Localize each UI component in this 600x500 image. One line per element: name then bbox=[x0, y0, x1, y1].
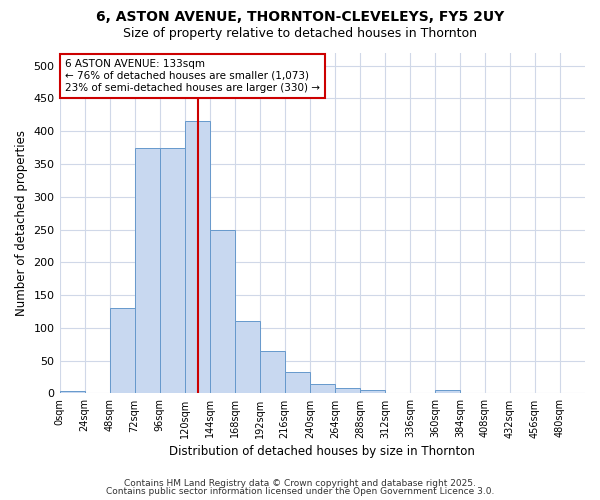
Bar bbox=[110, 308, 134, 394]
Bar bbox=[285, 372, 310, 394]
Y-axis label: Number of detached properties: Number of detached properties bbox=[15, 130, 28, 316]
Bar bbox=[360, 390, 385, 394]
Bar bbox=[134, 148, 160, 394]
Bar bbox=[385, 393, 410, 394]
Bar bbox=[310, 384, 335, 394]
Bar bbox=[335, 388, 360, 394]
Bar bbox=[235, 322, 260, 394]
X-axis label: Distribution of detached houses by size in Thornton: Distribution of detached houses by size … bbox=[169, 444, 475, 458]
Text: Contains HM Land Registry data © Crown copyright and database right 2025.: Contains HM Land Registry data © Crown c… bbox=[124, 478, 476, 488]
Text: Size of property relative to detached houses in Thornton: Size of property relative to detached ho… bbox=[123, 28, 477, 40]
Bar bbox=[160, 148, 185, 394]
Text: Contains public sector information licensed under the Open Government Licence 3.: Contains public sector information licen… bbox=[106, 487, 494, 496]
Text: 6 ASTON AVENUE: 133sqm
← 76% of detached houses are smaller (1,073)
23% of semi-: 6 ASTON AVENUE: 133sqm ← 76% of detached… bbox=[65, 60, 320, 92]
Bar bbox=[260, 351, 285, 394]
Bar bbox=[185, 122, 209, 394]
Bar bbox=[435, 390, 460, 394]
Text: 6, ASTON AVENUE, THORNTON-CLEVELEYS, FY5 2UY: 6, ASTON AVENUE, THORNTON-CLEVELEYS, FY5… bbox=[96, 10, 504, 24]
Bar bbox=[59, 391, 85, 394]
Bar bbox=[209, 230, 235, 394]
